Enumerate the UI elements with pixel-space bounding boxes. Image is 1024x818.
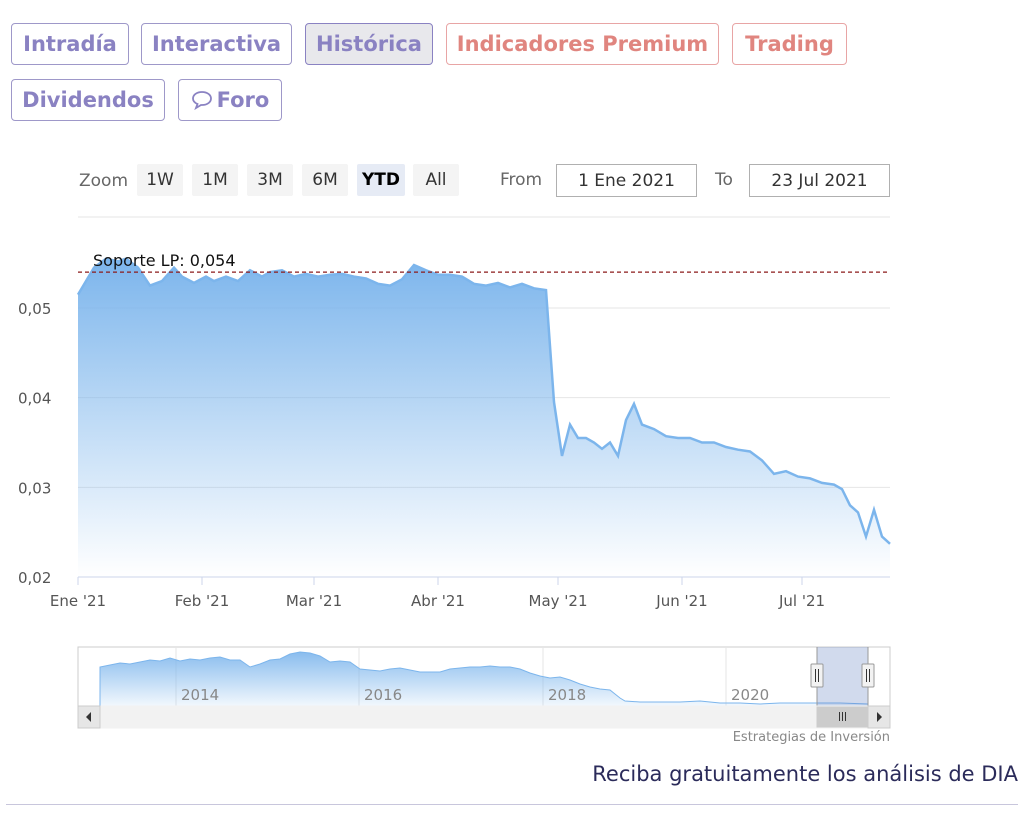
tab-label: Intradía [23,32,117,56]
tab-foro[interactable]: Foro [178,79,282,121]
y-tick-label: 0,02 [18,569,51,587]
zoom-button-ytd[interactable]: YTD [357,164,405,196]
y-tick-label: 0,05 [18,300,51,318]
from-label: From [500,170,543,190]
zoom-button-1m[interactable]: 1M [192,164,238,196]
to-label: To [715,170,733,190]
navigator-mask[interactable] [817,647,868,706]
price-area [78,258,890,577]
x-tick-label: May '21 [529,592,588,610]
arrow-right-icon [877,712,882,722]
tab-label: Foro [216,88,270,112]
tab-dividendos[interactable]: Dividendos [11,79,165,121]
navigator-area [99,651,869,707]
navigator-frame [77,646,891,707]
y-tick-label: 0,03 [18,479,51,497]
price-line [76,257,891,545]
navigator-grid [175,647,727,706]
navigator-labels: 2014 2016 2018 2020 [181,686,769,704]
to-date-input[interactable]: 23 Jul 2021 [749,164,890,197]
tab-indicadores-premium[interactable]: Indicadores Premium [446,23,719,65]
scrollbar-right-button[interactable] [867,705,891,729]
x-tick-label: Feb '21 [175,592,230,610]
navigator-handle-right[interactable] [861,663,875,688]
speech-bubble-icon [191,91,212,110]
newsletter-cta[interactable]: Reciba gratuitamente los análisis de DIA [592,762,1018,786]
tab-label: Histórica [316,32,422,56]
zoom-button-6m[interactable]: 6M [302,164,348,196]
tab-historica[interactable]: Histórica [305,23,433,65]
support-line-label: Soporte LP: 0,054 [93,251,236,270]
tab-label: Dividendos [22,88,154,112]
scrollbar-left-button[interactable] [77,705,101,729]
navigator-handle-left[interactable] [810,663,824,688]
navigator: 2014 2016 2018 2020 [77,646,891,707]
x-tick-label: Jun '21 [655,592,707,610]
grid-lines [78,307,890,488]
chart-credits[interactable]: Estrategias de Inversión [732,730,890,745]
y-tick-label: 0,04 [18,390,51,408]
tab-label: Interactiva [151,32,282,56]
navigator-tick-label: 2020 [731,686,769,704]
tab-intradia[interactable]: Intradía [11,23,129,65]
x-axis: Ene '21 Feb '21 Mar '21 Abr '21 May '21 Jun '… [50,577,825,610]
tab-label: Trading [745,32,834,56]
y-axis: 0,02 0,03 0,04 0,05 [18,300,51,587]
arrow-left-icon [86,712,91,722]
scrollbar [77,705,891,729]
tab-label: Indicadores Premium [456,32,709,56]
divider [6,804,1018,805]
scrollbar-thumb[interactable] [816,706,869,728]
x-tick-label: Ene '21 [50,592,106,610]
navigator-tick-label: 2016 [364,686,402,704]
navigator-tick-label: 2014 [181,686,219,704]
zoom-label: Zoom [79,171,129,191]
tab-interactiva[interactable]: Interactiva [141,23,292,65]
x-tick-label: Jul '21 [778,592,825,610]
navigator-tick-label: 2018 [548,686,586,704]
zoom-button-3m[interactable]: 3M [247,164,293,196]
tab-trading[interactable]: Trading [732,23,847,65]
zoom-button-all[interactable]: All [413,164,459,196]
zoom-button-1w[interactable]: 1W [137,164,183,196]
from-date-input[interactable]: 1 Ene 2021 [556,164,697,197]
scrollbar-track[interactable] [77,705,891,729]
x-tick-label: Abr '21 [411,592,465,610]
x-tick-label: Mar '21 [286,592,342,610]
